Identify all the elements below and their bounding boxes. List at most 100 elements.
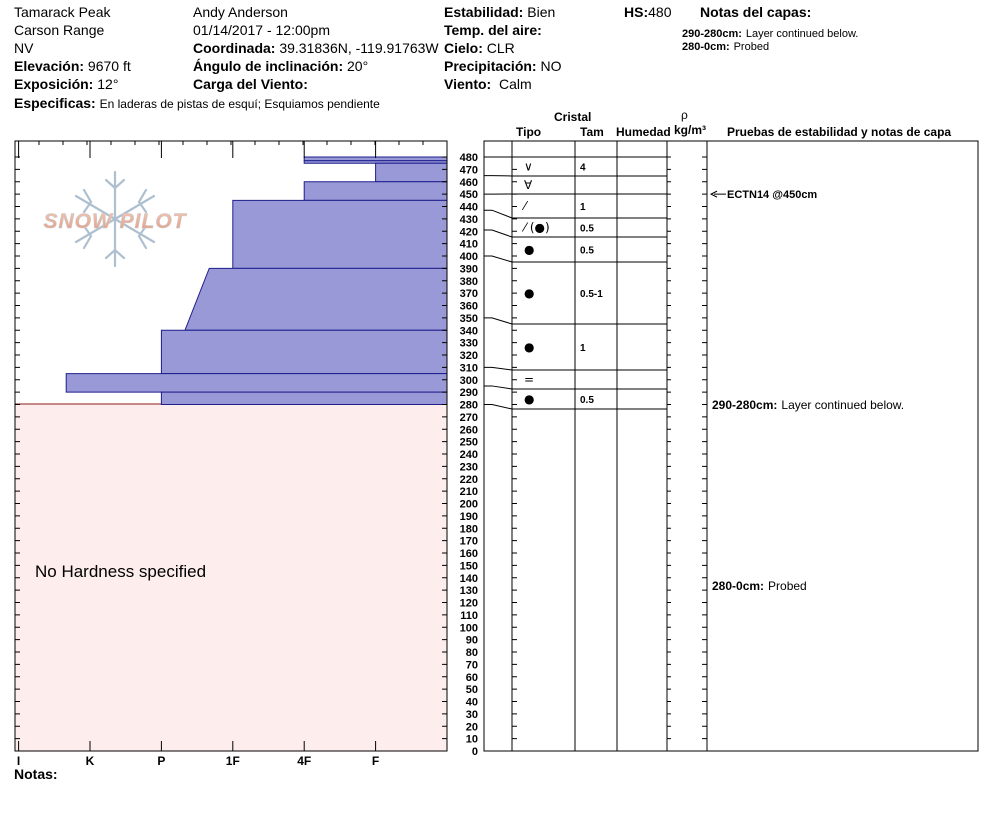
col-cristal: Cristal <box>554 110 592 124</box>
sky-value: CLR <box>486 40 515 56</box>
depth-tick-label: 270 <box>460 412 478 424</box>
depth-tick-label: 310 <box>460 362 478 374</box>
specifics: Especificas: En laderas de pistas de esq… <box>14 95 380 112</box>
wind-label: Viento: <box>444 76 492 92</box>
sky: Cielo: CLR <box>444 40 515 57</box>
layer-connector <box>484 385 513 390</box>
hardness-label-I: I <box>17 754 20 768</box>
hs-label: HS: <box>624 4 649 20</box>
col-rho: ρ <box>681 108 688 122</box>
specifics-label: Especificas: <box>14 95 96 111</box>
depth-tick-label: 0 <box>472 746 478 758</box>
depth-tick-label: 50 <box>466 684 478 696</box>
depth-tick-label: 260 <box>460 424 478 436</box>
grain-size-value: 0.5 <box>580 246 594 257</box>
hardness-layer-6 <box>184 267 448 331</box>
layer-note-2-range: 280-0cm: <box>682 41 730 53</box>
side-note-1-text: Layer continued below. <box>781 398 904 412</box>
depth-tick-label: 60 <box>466 672 478 684</box>
depth-tick-label: 160 <box>460 548 478 560</box>
depth-tick-label: 200 <box>460 499 478 511</box>
hs-value: 480 <box>648 4 672 20</box>
side-note-1: 290-280cm: Layer continued below. <box>712 398 904 412</box>
layer-connector <box>484 229 513 238</box>
depth-tick-label: 440 <box>460 202 478 214</box>
depth-tick-label: 340 <box>460 325 478 337</box>
depth-tick-label: 420 <box>460 226 478 238</box>
aspect-label: Exposición: <box>14 76 94 92</box>
hardness-layer-8 <box>65 373 448 393</box>
layer-note-1-range: 290-280cm: <box>682 28 742 40</box>
precip-value: NO <box>540 58 562 74</box>
depth-tick-label: 390 <box>460 263 478 275</box>
layer-note-2-text: Probed <box>733 41 770 53</box>
hardness-layer-9 <box>160 391 448 405</box>
depth-tick-label: 350 <box>460 313 478 325</box>
logo-text: SNOW PILOT <box>44 210 188 233</box>
depth-tick-label: 320 <box>460 350 478 362</box>
side-note-1-range: 290-280cm: <box>712 398 777 412</box>
side-note-2: 280-0cm: Probed <box>712 579 807 593</box>
grain-type-symbol: ⁄ <box>521 199 529 213</box>
aspect: Exposición: 12° <box>14 76 118 93</box>
hardness-label-4F: 4F <box>297 754 311 768</box>
grain-size-value: 1 <box>580 202 586 213</box>
observer: Andy Anderson <box>193 4 288 20</box>
location-name: Tamarack Peak <box>14 4 111 20</box>
col-tests: Pruebas de estabilidad y notas de capa <box>727 125 952 139</box>
hardness-label-F: F <box>372 754 379 768</box>
hardness-layer-7 <box>160 329 448 375</box>
notes-label: Notas: <box>14 766 58 782</box>
crystal-table-frame <box>483 140 979 752</box>
depth-tick-label: 410 <box>460 239 478 251</box>
wind: Viento: Calm <box>444 76 532 93</box>
elevation-label: Elevación: <box>14 58 85 74</box>
sky-label: Cielo: <box>444 40 483 56</box>
layer-notes-title: Notas del capas: <box>700 4 812 20</box>
depth-tick-label: 210 <box>460 486 478 498</box>
depth-tick-label: 400 <box>460 251 478 263</box>
grain-type-symbol: ⁄ (●) <box>521 221 550 235</box>
slope-value: 20° <box>347 58 369 74</box>
layer-connector <box>484 317 513 325</box>
no-hardness-text: No Hardness specified <box>35 562 207 581</box>
depth-tick-label: 370 <box>460 288 478 300</box>
stability: Estabilidad: Bien <box>444 4 555 21</box>
depth-tick-label: 10 <box>466 734 478 746</box>
hardness-label-K: K <box>86 754 95 768</box>
elevation-value: 9670 ft <box>87 58 131 74</box>
depth-tick-label: 40 <box>466 697 478 709</box>
depth-tick-label: 30 <box>466 709 478 721</box>
elevation: Elevación: 9670 ft <box>14 58 131 75</box>
layer-connector <box>484 255 513 263</box>
precip-label: Precipitación: <box>444 58 537 74</box>
grain-size-value: 0.5 <box>580 395 594 406</box>
depth-tick-label: 380 <box>460 276 478 288</box>
aspect-value: 12° <box>97 76 119 92</box>
depth-tick-label: 70 <box>466 659 478 671</box>
col-tipo: Tipo <box>516 125 542 139</box>
grain-type-symbol: ● <box>524 340 534 354</box>
side-note-2-range: 280-0cm: <box>712 579 764 593</box>
depth-tick-label: 480 <box>460 152 478 164</box>
stability-test-label: ECTN14 @450cm <box>727 189 817 201</box>
depth-tick-label: 280 <box>460 400 478 412</box>
depth-tick-label: 110 <box>460 610 478 622</box>
stability-label: Estabilidad: <box>444 4 524 20</box>
state: NV <box>14 40 34 56</box>
grain-size-value: 0.5 <box>580 224 594 235</box>
snow-height: HS:480 <box>624 4 671 21</box>
col-density-unit: kg/m³ <box>674 123 707 137</box>
hardness-layer-3 <box>375 162 448 183</box>
depth-tick-label: 300 <box>460 375 478 387</box>
grain-type-symbol: ● <box>524 243 534 257</box>
depth-tick-label: 220 <box>460 474 478 486</box>
depth-tick-label: 180 <box>460 523 478 535</box>
layer-connector <box>484 366 513 371</box>
grain-type-symbol: = <box>524 373 534 387</box>
depth-tick-label: 150 <box>460 560 478 572</box>
depth-tick-label: 120 <box>460 598 478 610</box>
wind-value: Calm <box>498 76 532 92</box>
grain-size-value: 0.5-1 <box>580 289 603 300</box>
